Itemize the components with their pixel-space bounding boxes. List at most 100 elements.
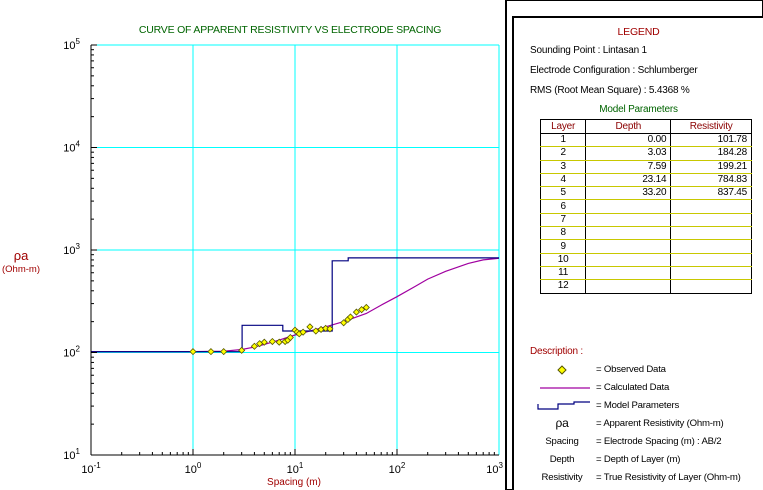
desc-spacing: Spacing = Electrode Spacing (m) : AB/2 bbox=[514, 434, 763, 452]
layer-cell: 2 bbox=[539, 146, 587, 161]
resistivity-cell: 199.21 bbox=[670, 160, 752, 174]
layer-cell: 8 bbox=[539, 226, 587, 241]
observed-point bbox=[358, 306, 366, 314]
table-row: 2 3.03 184.28 bbox=[539, 146, 752, 161]
depth-cell: 0.00 bbox=[585, 133, 672, 148]
observed-point bbox=[275, 338, 283, 346]
table-body: 1 0.00 101.78 2 3.03 184.28 3 7.59 199.21 4 23.14 7… bbox=[539, 133, 752, 294]
desc-text: = Observed Data bbox=[596, 364, 666, 375]
observed-point bbox=[352, 308, 360, 316]
layer-cell: 5 bbox=[539, 186, 587, 201]
axes bbox=[90, 44, 499, 456]
x-tick-label: 100 bbox=[185, 461, 202, 476]
resistivity-cell bbox=[670, 213, 752, 228]
model-parameters-title: Model Parameters bbox=[599, 104, 678, 115]
resistivity-chart: CURVE OF APPARENT RESISTIVITY VS ELECTRO… bbox=[2, 24, 504, 488]
table-row: 12 bbox=[539, 279, 752, 294]
resistivity-cell: 184.28 bbox=[670, 146, 752, 161]
x-tick-label: 101 bbox=[287, 461, 304, 476]
layer-cell: 9 bbox=[539, 239, 587, 254]
chart-title: CURVE OF APPARENT RESISTIVITY VS ELECTRO… bbox=[139, 24, 441, 36]
resistivity-cell bbox=[670, 279, 752, 294]
observed-point bbox=[238, 346, 246, 354]
observed-point bbox=[299, 328, 307, 336]
observed-point bbox=[286, 333, 294, 342]
desc-text: = Apparent Resistivity (Ohm-m) bbox=[596, 418, 724, 429]
table-row: 5 33.20 837.45 bbox=[539, 186, 752, 201]
y-tick-label: 102 bbox=[63, 345, 80, 360]
table-row: 1 0.00 101.78 bbox=[539, 133, 752, 148]
resistivity-cell: 101.78 bbox=[670, 133, 752, 148]
plot-panel: CURVE OF APPARENT RESISTIVITY VS ELECTRO… bbox=[0, 0, 507, 490]
layer-cell: 6 bbox=[539, 199, 587, 214]
desc-observed: = Observed Data bbox=[514, 362, 763, 380]
sounding-point: Sounding Point : Lintasan 1 bbox=[530, 45, 647, 56]
desc-apparent-resistivity: ρa = Apparent Resistivity (Ohm-m) bbox=[514, 416, 763, 434]
resistivity-cell bbox=[670, 253, 752, 267]
desc-calculated: = Calculated Data bbox=[514, 380, 763, 398]
header-depth: Depth bbox=[585, 119, 672, 134]
desc-text: = Model Parameters bbox=[596, 400, 680, 411]
desc-text: = Calculated Data bbox=[596, 382, 670, 393]
depth-cell bbox=[585, 213, 672, 228]
rms-value: RMS (Root Mean Square) : 5.4368 % bbox=[530, 85, 690, 96]
x-tick-label: 103 bbox=[486, 461, 503, 476]
grid-lines bbox=[90, 44, 500, 456]
y-tick-label: 105 bbox=[63, 37, 80, 52]
legend-panel: LEGEND Sounding Point : Lintasan 1 Elect… bbox=[512, 16, 763, 490]
observed-point bbox=[220, 348, 228, 356]
depth-cell: 33.20 bbox=[585, 186, 672, 201]
layer-cell: 3 bbox=[539, 160, 587, 174]
observed-point bbox=[362, 303, 370, 312]
description-title: Description : bbox=[530, 346, 583, 357]
y-tick-label: 103 bbox=[63, 242, 80, 257]
observed-point bbox=[189, 348, 197, 356]
observed-point bbox=[322, 324, 330, 332]
layer-cell: 11 bbox=[539, 266, 587, 281]
legend-title: LEGEND bbox=[617, 26, 660, 38]
table-row: 10 bbox=[539, 253, 752, 267]
resistivity-cell bbox=[670, 226, 752, 241]
depth-cell bbox=[585, 279, 672, 294]
observed-point bbox=[260, 338, 268, 346]
desc-model: = Model Parameters bbox=[514, 398, 763, 416]
resistivity-cell bbox=[670, 266, 752, 281]
table-row: 8 bbox=[539, 226, 752, 241]
depth-cell: 3.03 bbox=[585, 146, 672, 161]
resistivity-symbol: Resistivity bbox=[541, 472, 583, 483]
table-header-row: Layer Depth Resistivity bbox=[539, 119, 752, 134]
model-symbol bbox=[528, 400, 596, 415]
electrode-configuration: Electrode Configuration : Schlumberger bbox=[530, 65, 698, 76]
depth-cell bbox=[585, 253, 672, 267]
observed-point bbox=[340, 319, 348, 327]
rho-symbol: ρa bbox=[555, 416, 569, 430]
resistivity-cell bbox=[670, 239, 752, 254]
observed-point bbox=[346, 313, 355, 321]
desc-text: = Electrode Spacing (m) : AB/2 bbox=[596, 436, 722, 447]
depth-cell bbox=[585, 199, 672, 214]
spacing-symbol: Spacing bbox=[545, 436, 579, 447]
layer-cell: 12 bbox=[539, 279, 587, 294]
tick-labels: 101 102 103 104 105 10-1 100 101 102 103 bbox=[63, 37, 503, 476]
header-layer: Layer bbox=[539, 119, 587, 134]
x-tick-label: 102 bbox=[389, 461, 406, 476]
depth-cell: 23.14 bbox=[585, 173, 672, 188]
y-axis-label: ρa bbox=[14, 248, 29, 263]
layer-cell: 4 bbox=[539, 173, 587, 188]
depth-symbol: Depth bbox=[549, 454, 575, 465]
depth-cell bbox=[585, 226, 672, 241]
table-row: 7 bbox=[539, 213, 752, 228]
observed-symbol bbox=[528, 364, 596, 379]
layer-cell: 10 bbox=[539, 253, 587, 267]
depth-cell: 7.59 bbox=[585, 160, 672, 174]
depth-cell bbox=[585, 239, 672, 254]
desc-depth: Depth = Depth of Layer (m) bbox=[514, 452, 763, 470]
table-row: 9 bbox=[539, 239, 752, 254]
resistivity-cell: 784.83 bbox=[670, 173, 752, 188]
desc-resistivity: Resistivity = True Resistivity of Layer … bbox=[514, 470, 763, 488]
y-tick-label: 101 bbox=[63, 447, 80, 462]
observed-point bbox=[326, 325, 334, 333]
resistivity-cell: 837.45 bbox=[670, 186, 752, 201]
observed-point bbox=[207, 348, 215, 356]
table-row: 6 bbox=[539, 199, 752, 214]
